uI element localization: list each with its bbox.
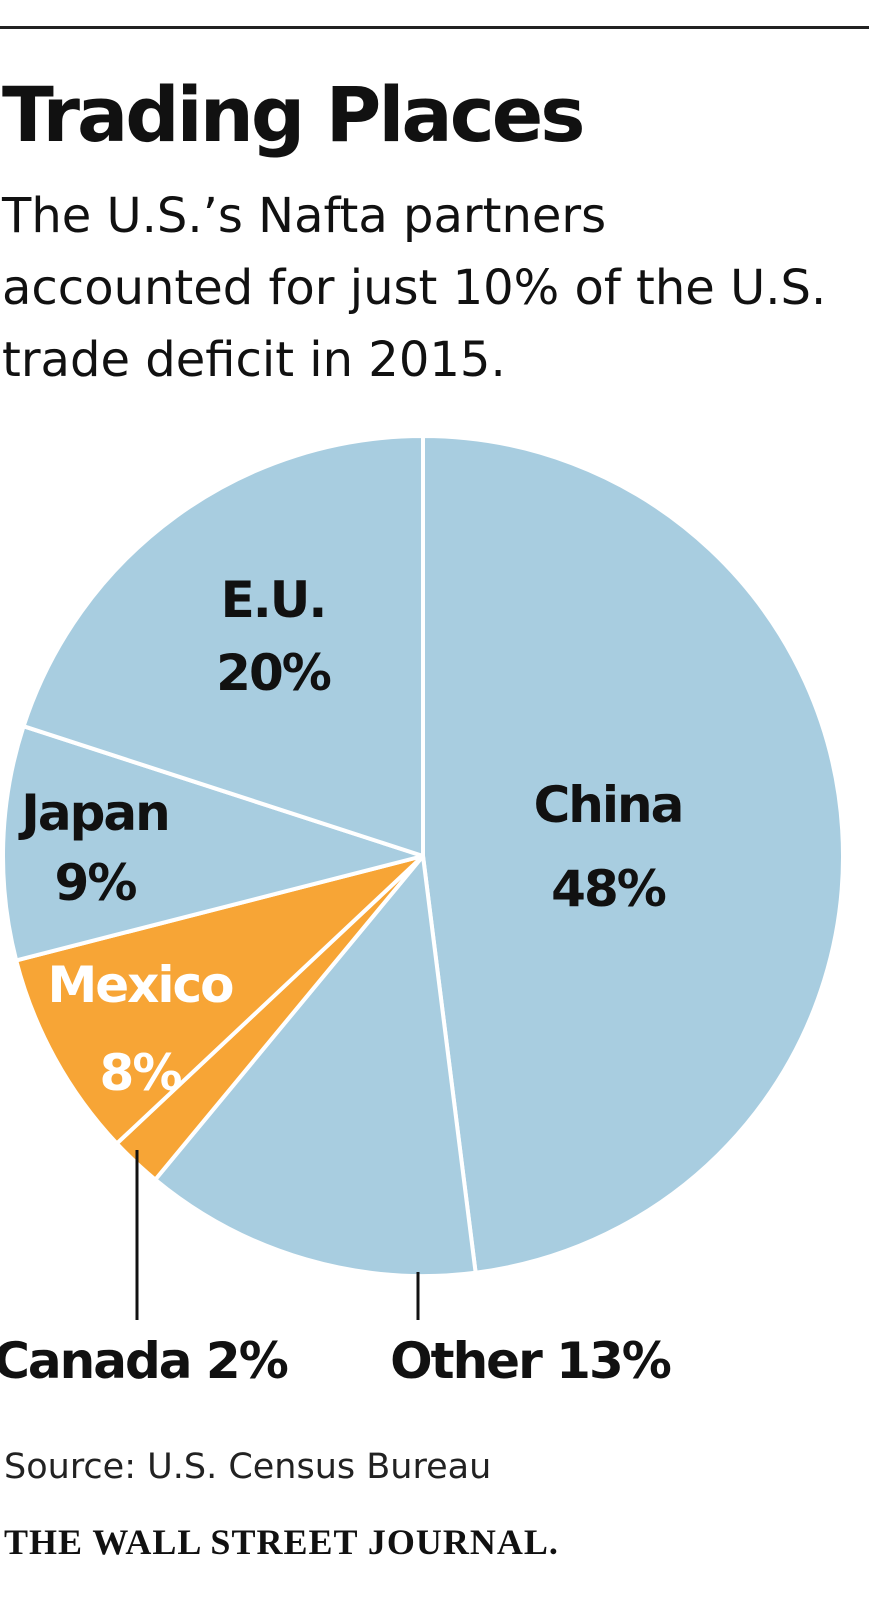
- chart-title: Trading Places: [2, 70, 586, 159]
- pie-slice-mexico: [14, 854, 425, 1146]
- slice-labels: China 48% Other 13% Canada 2% Mexico 8% Japan 9…: [0, 571, 684, 1390]
- slice-name-mexico: Mexico: [47, 956, 233, 1014]
- source-note: Source: U.S. Census Bureau: [4, 1447, 492, 1487]
- top-rule: [0, 26, 869, 29]
- slice-value-mexico: 8%: [100, 1044, 182, 1102]
- leader-lines: [135, 1150, 420, 1320]
- pie-slice-china: [421, 434, 846, 1275]
- slice-name-e-u: E.U.: [221, 571, 326, 629]
- pie-slice-other: [153, 854, 478, 1278]
- slice-value-china: 48%: [551, 860, 666, 918]
- slice-value-e-u: 20%: [216, 644, 331, 702]
- slice-value-japan: 9%: [55, 854, 137, 912]
- pie-slice-japan: [1, 724, 425, 963]
- slice-label-canada: Canada 2%: [0, 1332, 288, 1390]
- slice-label-other: Other 13%: [390, 1332, 671, 1390]
- publisher-logo: THE WALL STREET JOURNAL.: [4, 1522, 559, 1562]
- pie-slices: [1, 434, 846, 1278]
- chart-subtitle: The U.S.’s Nafta partners accounted for …: [2, 188, 827, 388]
- pie-slice-e-u: [21, 434, 425, 858]
- slice-name-china: China: [534, 776, 683, 834]
- slice-name-japan: Japan: [18, 784, 168, 842]
